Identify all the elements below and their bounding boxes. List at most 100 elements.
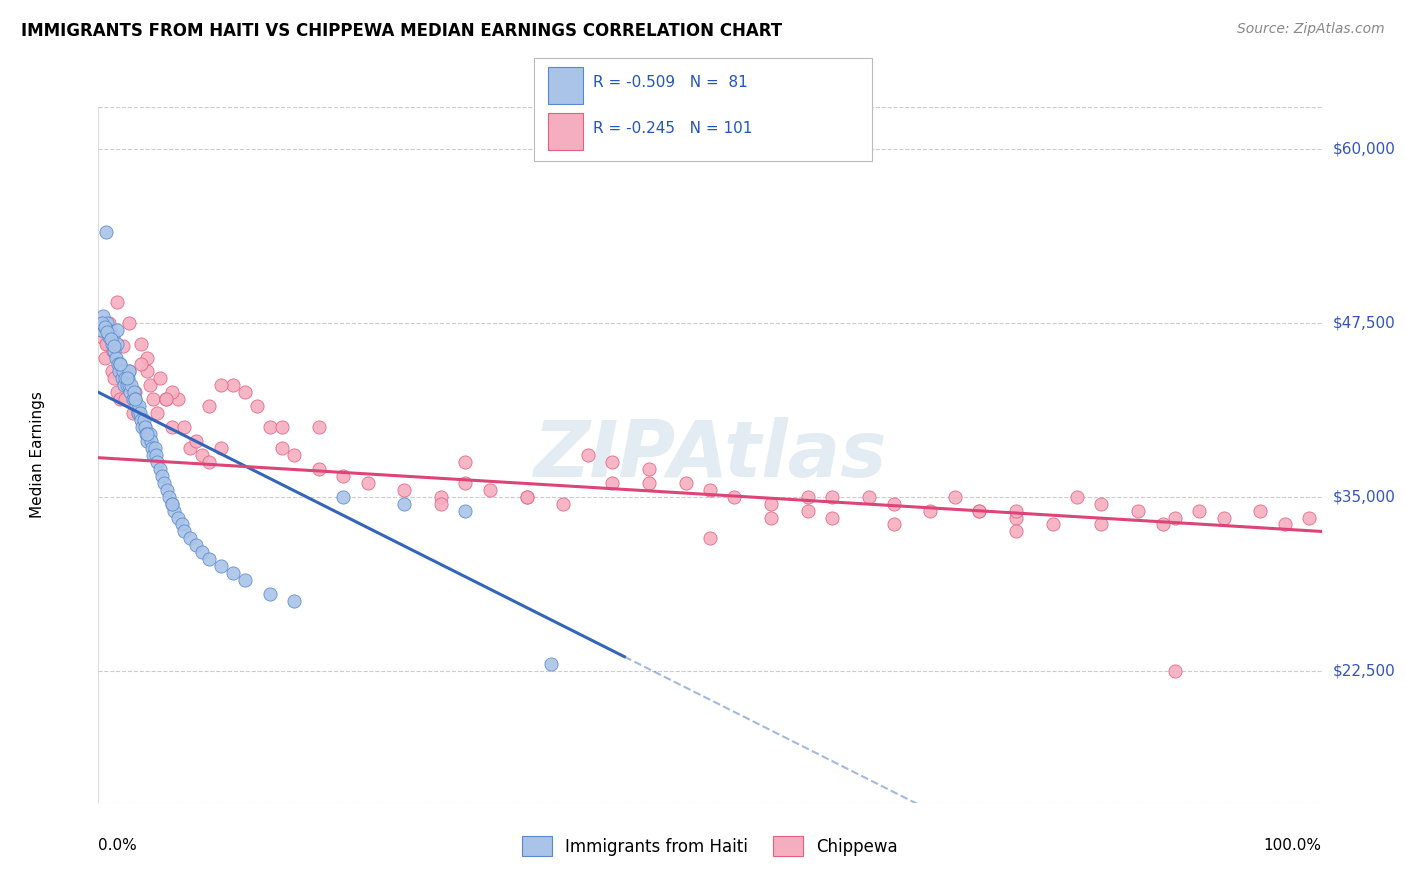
Point [134,420,156,434]
Point [115,378,138,392]
Point [120,378,142,392]
Point [150,468,173,483]
Point [173,524,195,539]
Point [858,490,880,504]
Point [124,392,146,407]
Point [332,468,354,483]
Point [209,441,232,455]
Point [118,378,141,392]
Point [1274,517,1296,532]
Point [179,441,201,455]
Point [308,420,330,434]
Point [97,336,120,351]
Point [1128,503,1150,517]
Point [145,448,167,462]
Point [110,392,132,407]
Point [91,309,114,323]
Point [637,462,661,476]
Point [1004,524,1026,539]
Point [105,385,128,400]
Point [103,343,125,358]
Point [115,371,138,385]
Point [93,319,115,334]
Point [90,323,112,337]
Point [135,427,157,442]
Text: 0.0%: 0.0% [98,838,138,853]
Point [155,392,177,407]
Text: $22,500: $22,500 [1333,663,1396,678]
Point [191,545,214,559]
Point [100,333,122,347]
Point [94,225,117,239]
Point [96,336,118,351]
Point [114,392,136,407]
Point [967,503,990,517]
Point [270,420,294,434]
Point [430,497,453,511]
Point [478,483,501,497]
Point [112,378,135,392]
Point [105,323,128,337]
Point [637,475,661,490]
Text: $60,000: $60,000 [1333,141,1396,156]
Point [392,497,416,511]
Point [186,538,208,552]
Point [101,364,124,378]
Point [1249,503,1271,517]
Point [515,490,537,504]
Point [117,371,139,385]
Point [139,427,162,442]
Point [143,441,166,455]
Point [127,406,149,420]
Point [209,559,232,574]
Point [91,323,114,337]
Point [943,490,966,504]
Point [111,371,134,385]
Point [136,364,159,378]
Point [149,462,172,476]
Point [1090,497,1112,511]
Point [186,434,208,448]
Point [233,573,256,587]
Point [96,316,118,330]
Point [118,364,141,378]
Point [103,339,125,353]
Point [600,475,623,490]
Point [122,385,145,400]
Point [454,455,477,469]
Point [94,336,117,351]
Point [259,587,281,601]
Point [136,351,159,365]
Point [118,364,141,378]
Point [127,406,149,420]
Point [98,329,121,343]
Point [121,406,143,420]
Point [129,406,152,420]
Point [1042,517,1064,532]
Point [101,343,124,358]
Point [142,392,165,407]
Point [96,326,118,340]
Legend: Immigrants from Haiti, Chippewa: Immigrants from Haiti, Chippewa [513,828,907,864]
Point [797,490,820,504]
Point [699,483,721,497]
Point [222,378,245,392]
Point [160,497,183,511]
Point [155,392,177,407]
Point [1004,510,1026,524]
Point [108,364,131,378]
Point [283,448,305,462]
Point [101,336,124,351]
Point [723,490,745,504]
Point [222,566,245,581]
Point [136,434,159,448]
Point [132,413,155,427]
Point [105,336,128,351]
Point [146,406,169,420]
Point [93,351,115,365]
Point [883,517,905,532]
Point [129,336,152,351]
Point [167,510,190,524]
Point [157,490,180,504]
Text: Source: ZipAtlas.com: Source: ZipAtlas.com [1237,22,1385,37]
